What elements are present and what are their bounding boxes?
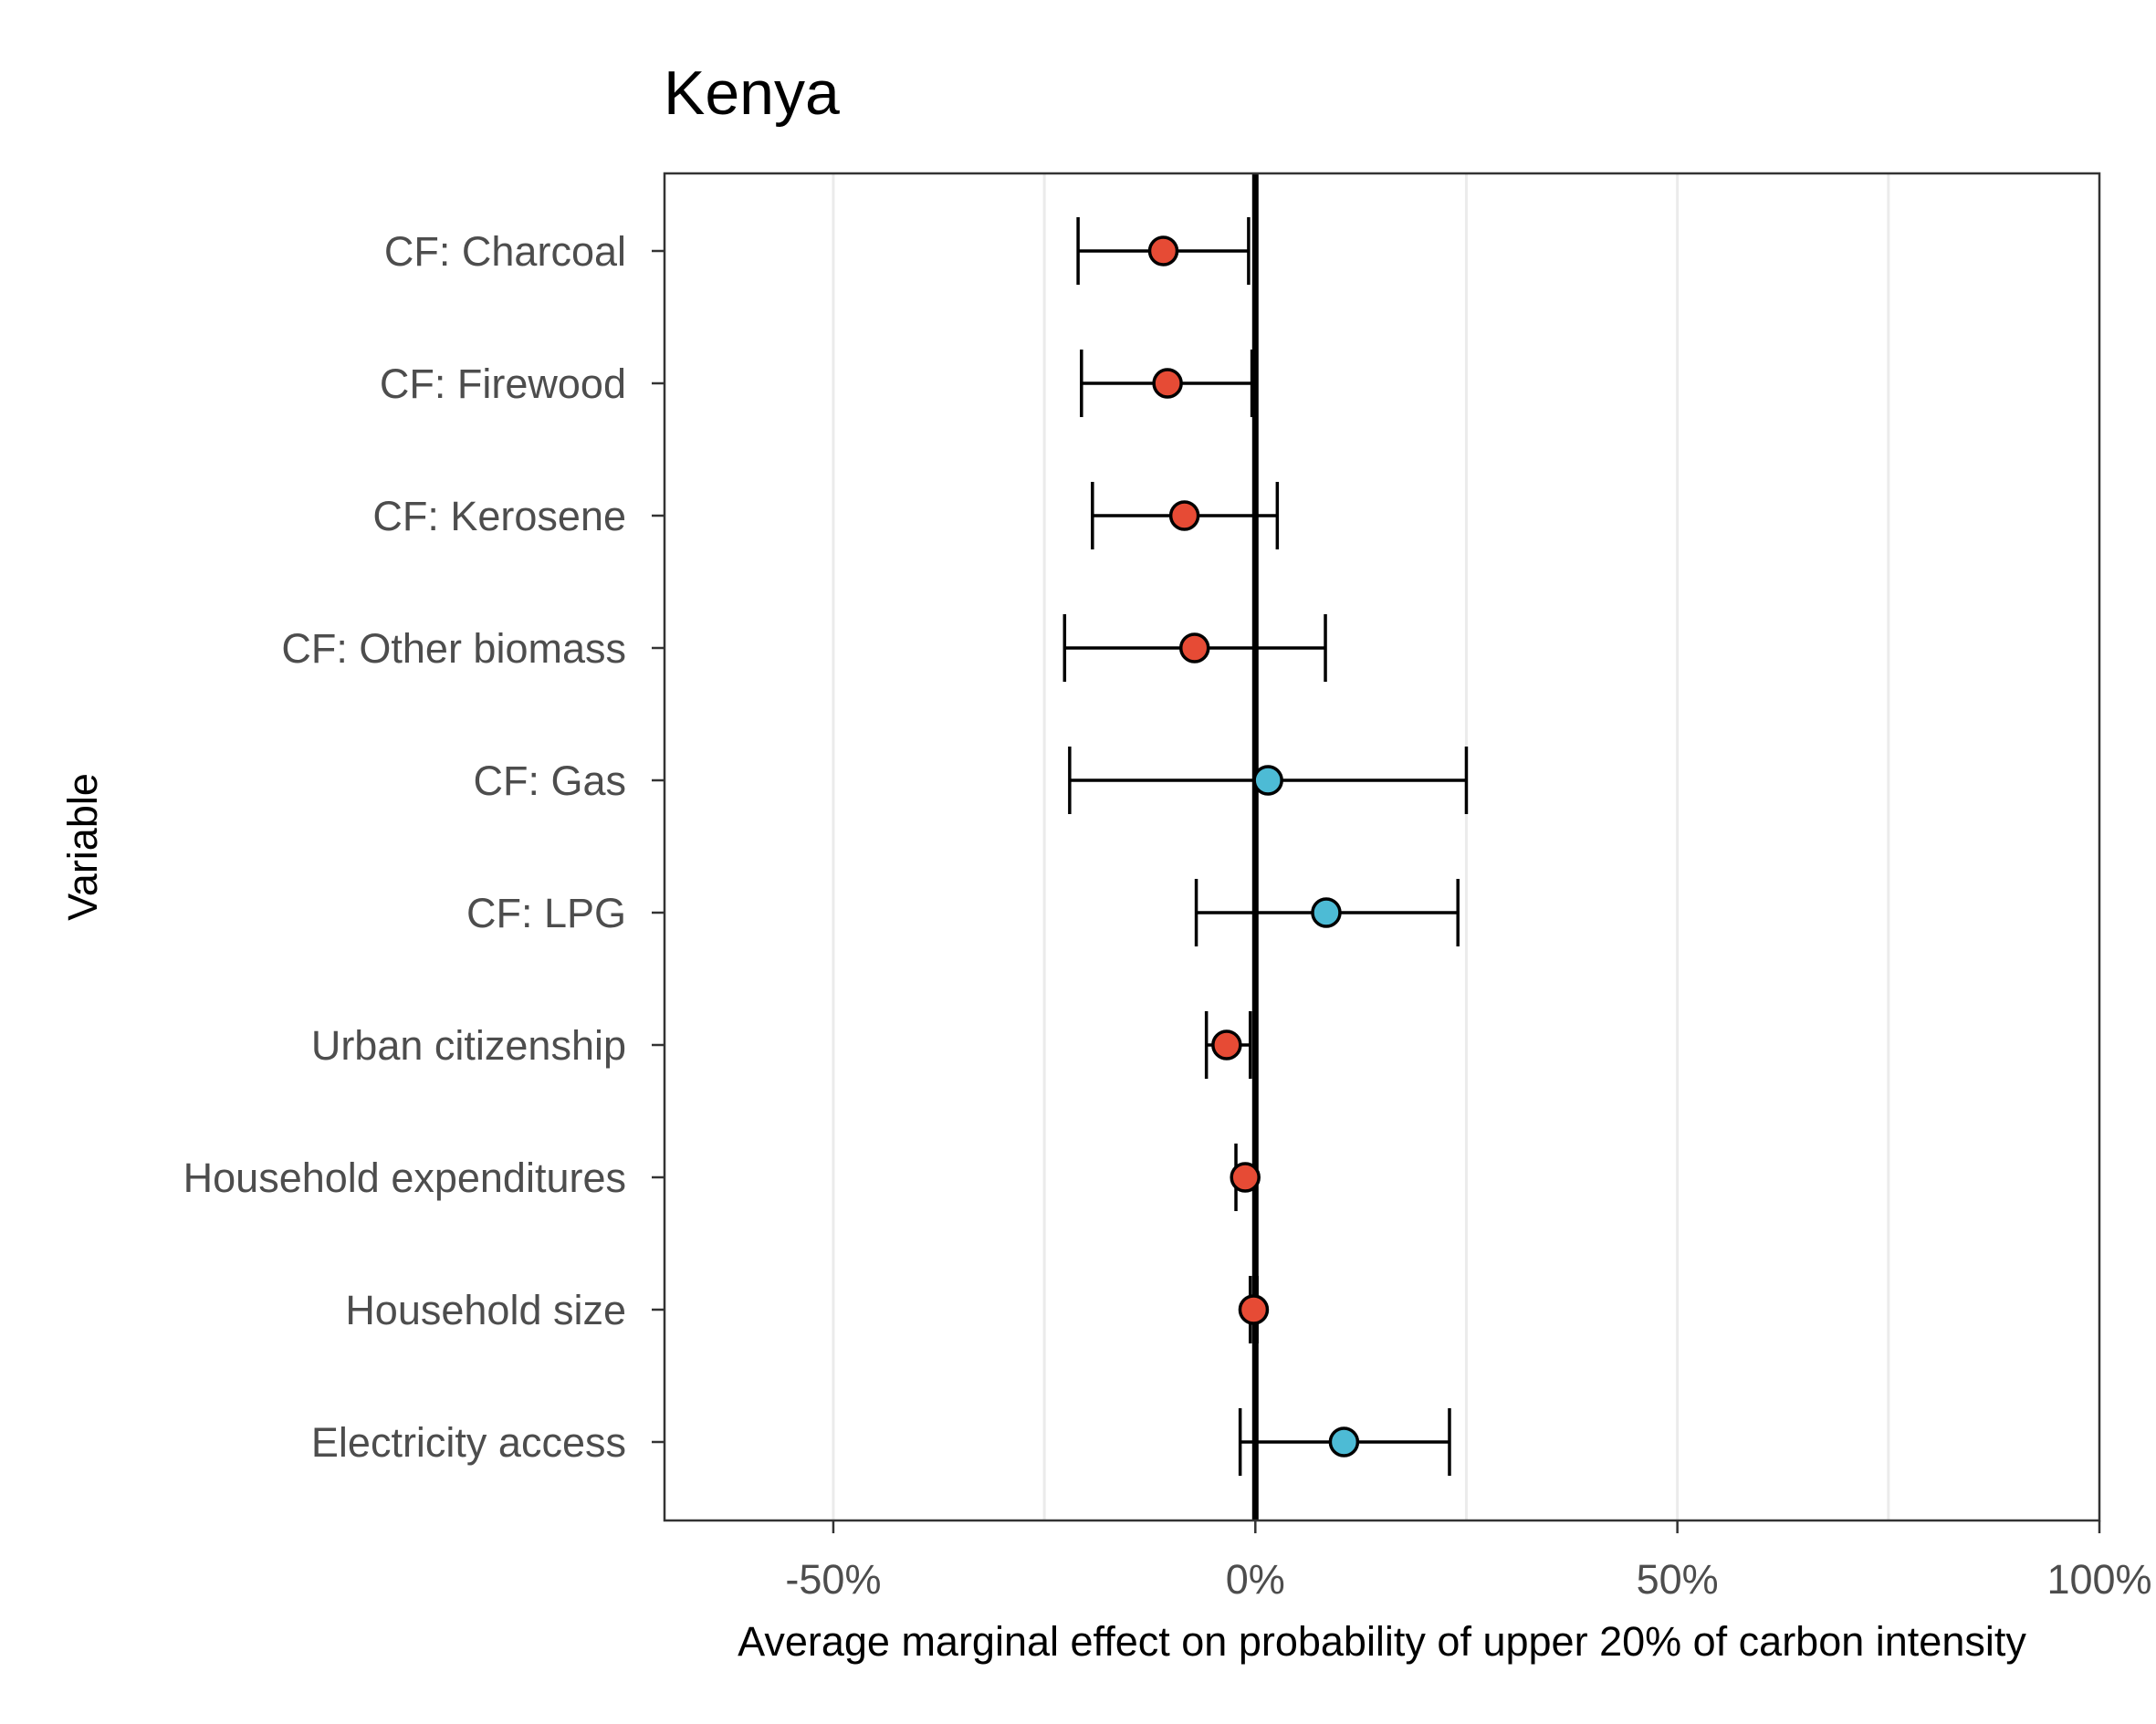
estimate-row (1204, 1011, 1252, 1079)
estimate-row (1194, 879, 1460, 946)
estimate-point (1152, 368, 1183, 399)
estimate-point (1147, 235, 1179, 266)
y-tick-label: Household size (345, 1287, 626, 1333)
estimate-row (1080, 350, 1254, 417)
estimate-point (1211, 1029, 1242, 1061)
estimates-layer (1062, 217, 1469, 1476)
y-tick-label: Household expenditures (183, 1155, 626, 1201)
estimate-row (1076, 217, 1251, 285)
estimate-row (1238, 1408, 1451, 1476)
y-axis: CF: Charcoal CF: Firewood CF: Kerosene CF: … (183, 228, 665, 1466)
y-axis-title: Variable (59, 773, 106, 921)
plot-border (663, 172, 2101, 1522)
y-tick-label: CF: LPG (466, 890, 626, 936)
x-axis-title: Average marginal effect on probability o… (738, 1618, 2026, 1665)
x-tick-label: 100% (2046, 1556, 2151, 1603)
estimate-point (1252, 765, 1283, 796)
y-tick-label: Urban citizenship (311, 1022, 626, 1069)
y-tick-label: CF: Gas (473, 758, 626, 804)
y-tick-label: CF: Other biomass (281, 625, 626, 672)
x-tick-label: 0% (1226, 1556, 1285, 1603)
estimate-point (1230, 1162, 1261, 1193)
estimate-row (1068, 747, 1469, 814)
plot-panel (665, 173, 2099, 1520)
estimate-row (1230, 1144, 1261, 1211)
y-tick-label: Electricity access (311, 1419, 626, 1466)
estimate-row (1091, 482, 1280, 549)
chart-title: Kenya (664, 58, 840, 128)
estimate-point (1168, 500, 1200, 531)
estimate-row (1062, 614, 1327, 682)
x-tick-label: -50% (785, 1556, 881, 1603)
estimate-point (1328, 1426, 1360, 1458)
y-tick-label: CF: Charcoal (384, 228, 626, 275)
estimate-point (1178, 632, 1210, 663)
x-tick-label: 50% (1637, 1556, 1719, 1603)
estimate-point (1311, 897, 1342, 928)
y-tick-label: CF: Firewood (380, 360, 626, 407)
estimate-point (1238, 1294, 1270, 1325)
y-tick-label: CF: Kerosene (372, 493, 626, 539)
estimate-row (1238, 1276, 1270, 1343)
x-axis: -50% 0% 50% 100% (785, 1520, 2152, 1603)
